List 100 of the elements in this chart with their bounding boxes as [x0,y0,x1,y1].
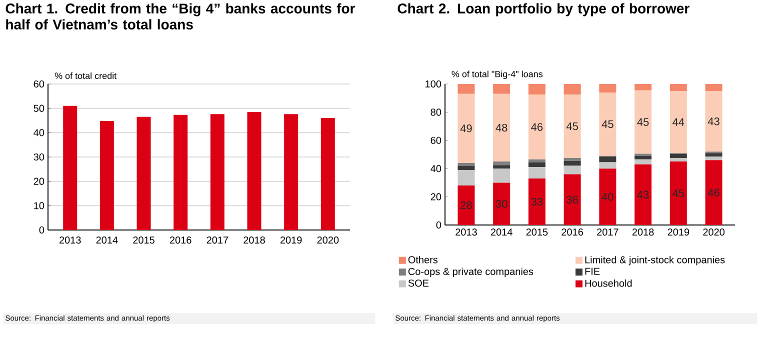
bar [136,116,151,230]
bar [564,174,581,225]
data-label: 36 [566,196,578,204]
bar [458,170,475,186]
x-tick-label: 2014 [96,236,118,244]
data-label: 49 [460,124,472,132]
bar [670,154,687,158]
y-tick-label: 20 [34,178,44,185]
data-label: 45 [566,122,578,130]
bar [247,112,262,230]
y-tick-label: 0 [39,226,44,234]
bar [493,168,510,183]
bar [564,84,581,95]
y-tick-label: 50 [34,104,44,112]
bar [493,162,510,166]
bar [634,159,652,164]
bar [564,160,581,166]
bar [284,114,298,230]
data-label: 48 [496,124,508,132]
bar [458,162,475,166]
bar [634,156,652,160]
bar [705,156,722,160]
legend-label: SOE [408,280,429,287]
bar [493,182,510,225]
data-label: 30 [496,200,508,208]
chart-title: Chart 1. Credit from the “Big 4” banks accounts for half of Vietnam’s total loans [6,3,356,30]
x-tick-label: 2020 [703,228,725,236]
data-label: 40 [602,192,614,201]
bar [458,186,475,225]
x-tick-label: 2016 [562,228,583,236]
data-label: 45 [672,189,684,198]
data-label: 44 [672,118,684,126]
bar [705,153,722,157]
x-tick-label: 2015 [133,236,154,244]
x-tick-label: 2013 [59,236,81,244]
y-tick-label: 80 [430,108,442,116]
bar [100,120,114,230]
y-tick-label: 20 [430,193,442,200]
bar [599,84,616,92]
bar [320,118,335,230]
bar [705,160,722,225]
bar [599,92,616,156]
x-tick-label: 2020 [317,236,339,244]
bar [528,94,546,160]
bar [528,167,546,178]
legend-label: Limited & joint-stock companies [585,256,725,266]
bar [564,94,581,158]
x-tick-label: 2017 [597,228,618,236]
data-label: 43 [637,190,649,199]
y-tick-label: 30 [34,153,44,161]
data-label: 33 [531,198,543,206]
bar [705,84,722,92]
bar [564,158,581,161]
bar [458,84,475,94]
bar [670,91,687,154]
x-tick-label: 2018 [244,236,265,244]
x-tick-label: 2016 [170,236,192,244]
bar [493,94,510,162]
data-label: 28 [460,201,472,210]
bar [458,94,475,163]
x-tick-label: 2013 [456,228,477,236]
data-label: 45 [637,118,649,126]
y-tick-label: 0 [436,221,442,229]
bar [63,106,78,230]
bar [599,156,616,162]
bar [493,165,510,169]
y-axis-title: % of total credit [54,72,117,80]
bar [599,168,616,225]
y-tick-label: 40 [34,129,44,136]
y-tick-label: 10 [34,202,44,210]
bar [493,84,510,94]
y-axis-title: % of total "Big-4" loans [452,70,543,80]
bar [634,164,652,225]
data-label: 46 [708,188,720,196]
y-tick-label: 40 [430,165,442,172]
data-label: 43 [708,117,720,126]
legend-label: Co-ops & private companies [408,268,534,278]
bar [705,91,722,152]
bar [458,166,475,170]
bar [634,90,652,154]
bar [174,114,188,230]
legend-label: FIE [585,268,600,275]
y-tick-label: 60 [34,80,44,88]
bar [210,114,224,230]
legend-label: Others [408,256,438,264]
x-tick-label: 2018 [632,228,654,236]
bar [670,162,687,225]
x-tick-label: 2015 [526,228,548,236]
legend-label: Household [585,279,632,287]
bar [670,158,687,162]
bar [670,84,687,92]
data-label: 46 [531,123,543,131]
bar [564,166,581,174]
y-tick-label: 100 [426,80,442,88]
y-tick-label: 60 [430,136,442,144]
bar [634,84,652,90]
chart-title: Chart 2. Loan portfolio by type of borrower [398,3,690,16]
x-tick-label: 2019 [280,236,302,244]
bar [528,178,546,225]
x-tick-label: 2017 [206,236,228,244]
